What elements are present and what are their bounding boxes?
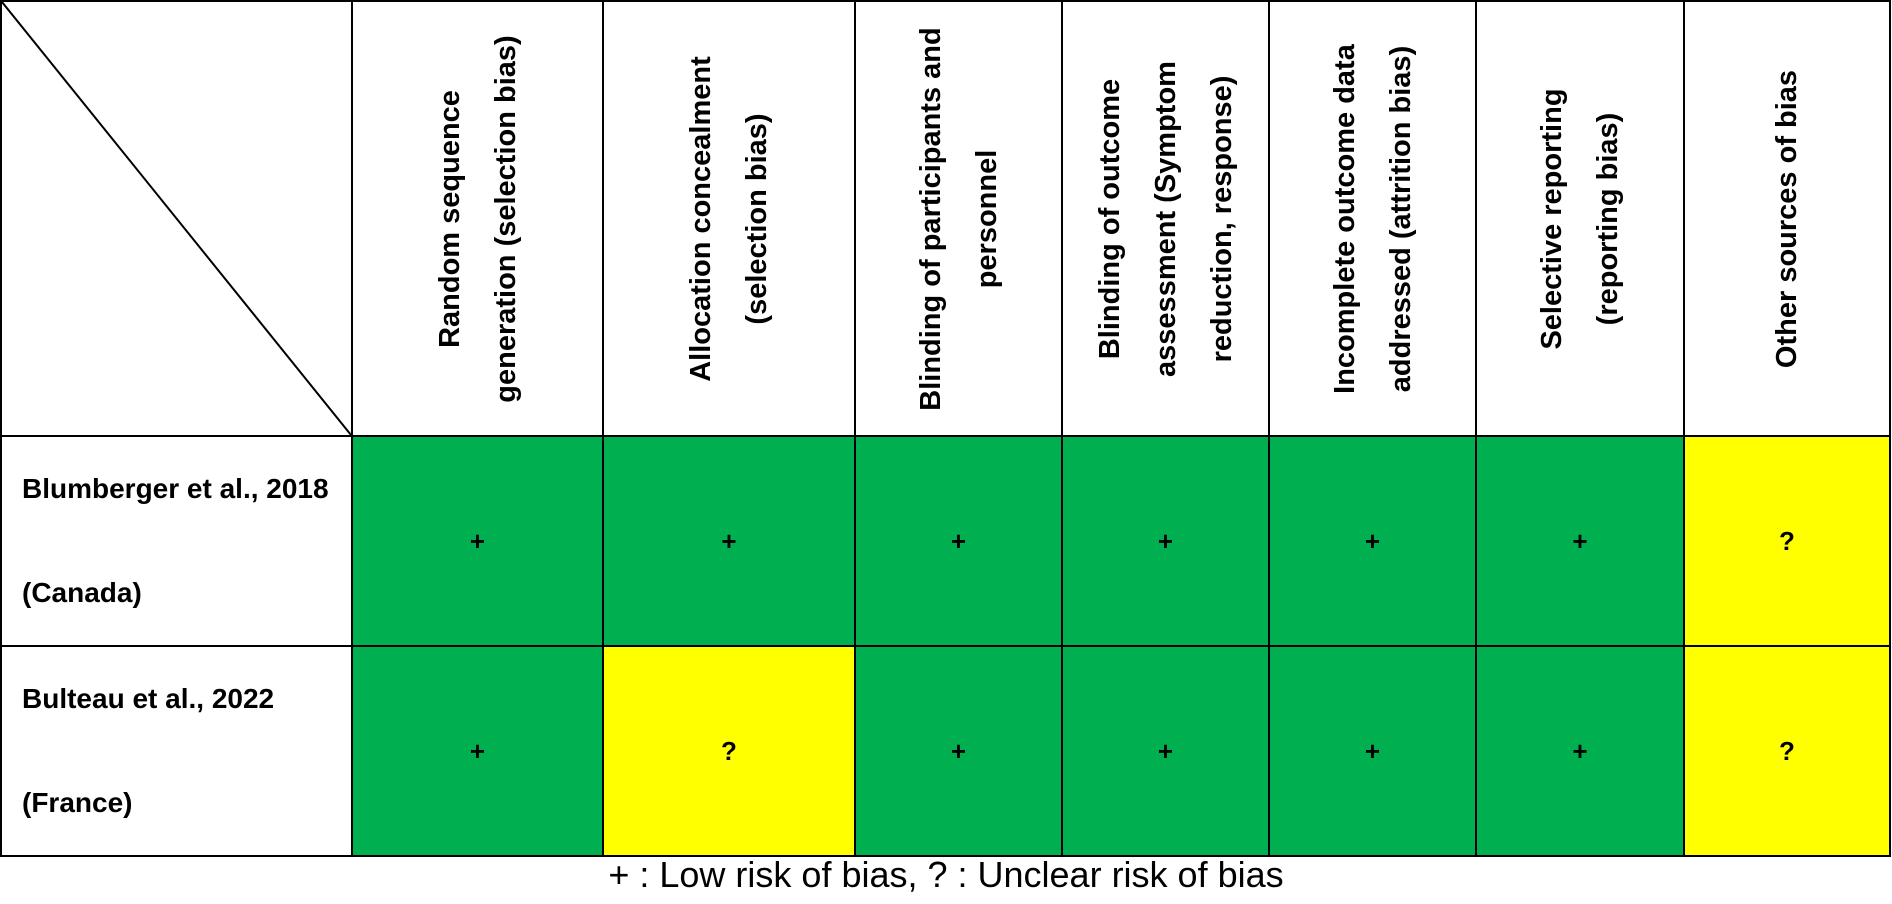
column-header-allocation-concealment: Allocation concealment (selection bias) bbox=[602, 0, 856, 437]
column-header-blinding-participants: Blinding of participants and personnel bbox=[854, 0, 1063, 437]
table-row: Bulteau et al., 2022 (France) + ? + + + … bbox=[0, 645, 1891, 857]
rating-cell: + bbox=[602, 435, 856, 647]
rating-cell: + bbox=[351, 435, 604, 647]
study-label: Bulteau et al., 2022 (France) bbox=[0, 645, 353, 857]
rating-cell: ? bbox=[602, 645, 856, 857]
column-header-blinding-outcome: Blinding of outcome assessment (Symptom … bbox=[1061, 0, 1270, 437]
header-row: Random sequence generation (selection bi… bbox=[0, 0, 1891, 437]
column-header-label: Blinding of participants and personnel bbox=[914, 26, 1003, 411]
column-header-incomplete-outcome: Incomplete outcome data addressed (attri… bbox=[1268, 0, 1477, 437]
column-header-label: Random sequence generation (selection bi… bbox=[433, 34, 522, 403]
rating-cell: + bbox=[351, 645, 604, 857]
rating-cell: ? bbox=[1683, 435, 1891, 647]
rating-cell: + bbox=[1268, 435, 1477, 647]
column-header-label: Allocation concealment (selection bias) bbox=[685, 55, 773, 382]
diagonal-divider-icon bbox=[2, 2, 351, 435]
legend-caption: + : Low risk of bias, ? : Unclear risk o… bbox=[608, 854, 1284, 895]
rating-cell: + bbox=[1475, 645, 1685, 857]
column-header-label: Other sources of bias bbox=[1771, 69, 1803, 368]
column-header-label: Blinding of outcome assessment (Symptom … bbox=[1093, 60, 1238, 377]
rating-cell: + bbox=[1268, 645, 1477, 857]
rating-cell: + bbox=[854, 645, 1063, 857]
rating-cell: + bbox=[1061, 435, 1270, 647]
rating-cell: + bbox=[1475, 435, 1685, 647]
column-header-label: Selective reporting (reporting bias) bbox=[1536, 87, 1624, 350]
column-header-label: Incomplete outcome data addressed (attri… bbox=[1328, 43, 1417, 394]
column-header-selective-reporting: Selective reporting (reporting bias) bbox=[1475, 0, 1685, 437]
rating-cell: + bbox=[1061, 645, 1270, 857]
risk-of-bias-table: Random sequence generation (selection bi… bbox=[0, 0, 1891, 857]
column-header-other-bias: Other sources of bias bbox=[1683, 0, 1891, 437]
rating-cell: + bbox=[854, 435, 1063, 647]
column-header-random-sequence: Random sequence generation (selection bi… bbox=[351, 0, 604, 437]
rating-cell: ? bbox=[1683, 645, 1891, 857]
table-row: Blumberger et al., 2018 (Canada) + + + +… bbox=[0, 435, 1891, 647]
corner-cell bbox=[0, 0, 353, 437]
study-label: Blumberger et al., 2018 (Canada) bbox=[0, 435, 353, 647]
